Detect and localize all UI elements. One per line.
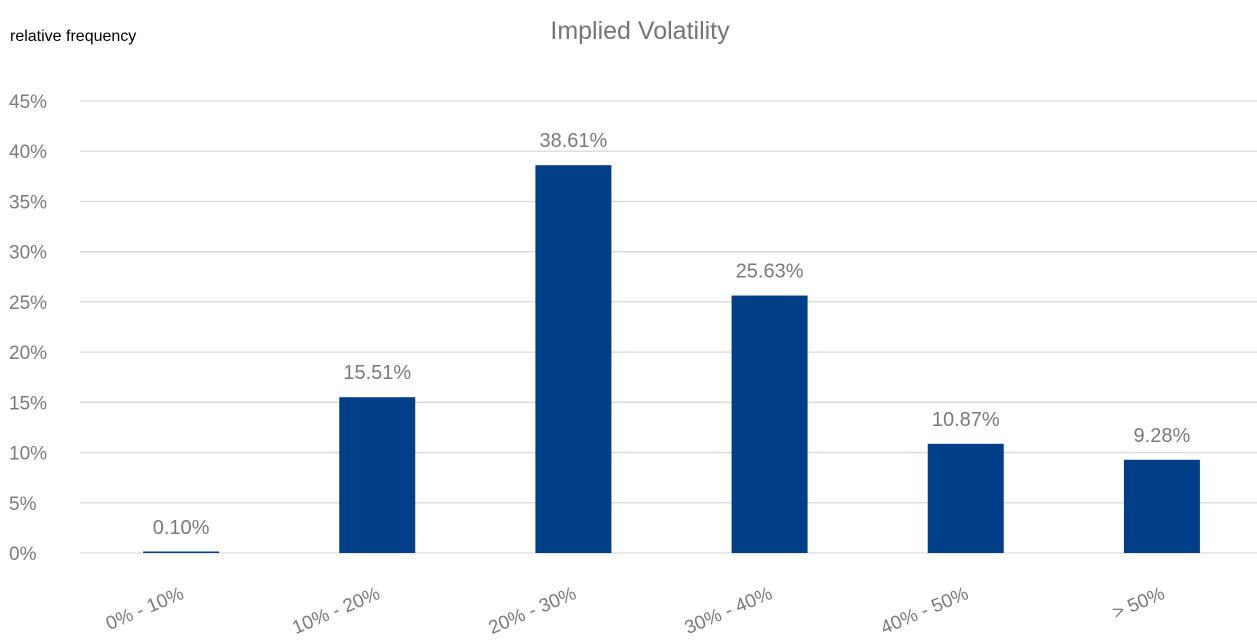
- x-tick-label: 10% - 20%: [289, 583, 383, 639]
- y-tick-label: 40%: [9, 142, 47, 163]
- x-tick-label: 0% - 10%: [103, 583, 187, 635]
- bar: [339, 397, 416, 553]
- y-tick-label: 5%: [9, 494, 37, 515]
- bars: [143, 165, 1200, 553]
- x-tick-label: 20% - 30%: [486, 583, 580, 639]
- y-axis-ticks: 0% 5% 10% 15% 20% 25% 30% 35% 40% 45%: [9, 92, 47, 565]
- data-label: 9.28%: [1134, 425, 1191, 447]
- x-tick-label: > 50%: [1110, 583, 1168, 624]
- chart-title: Implied Volatility: [550, 17, 730, 45]
- x-axis-ticks: 0% - 10% 10% - 20% 20% - 30% 30% - 40% 40% -…: [103, 583, 1168, 639]
- y-tick-label: 45%: [9, 92, 47, 113]
- y-axis-label: relative frequency: [10, 28, 136, 45]
- data-label: 38.61%: [539, 130, 607, 152]
- y-tick-label: 35%: [9, 192, 47, 213]
- bar: [731, 295, 808, 553]
- bar: [1123, 459, 1200, 553]
- y-tick-label: 10%: [9, 444, 47, 465]
- bar: [535, 165, 612, 553]
- y-tick-label: 20%: [9, 343, 47, 364]
- data-label: 0.10%: [153, 517, 210, 539]
- data-labels: 0.10% 15.51% 38.61% 25.63% 10.87% 9.28%: [153, 130, 1191, 539]
- data-label: 10.87%: [932, 409, 1000, 431]
- data-label: 15.51%: [343, 362, 411, 384]
- y-tick-label: 15%: [9, 393, 47, 414]
- data-label: 25.63%: [736, 261, 804, 283]
- x-tick-label: 30% - 40%: [682, 583, 776, 639]
- bar: [927, 443, 1004, 553]
- gridlines: [80, 100, 1257, 554]
- y-tick-label: 25%: [9, 293, 47, 314]
- x-tick-label: 40% - 50%: [878, 583, 972, 639]
- bar: [143, 551, 220, 553]
- y-tick-label: 30%: [9, 243, 47, 264]
- y-tick-label: 0%: [9, 544, 37, 565]
